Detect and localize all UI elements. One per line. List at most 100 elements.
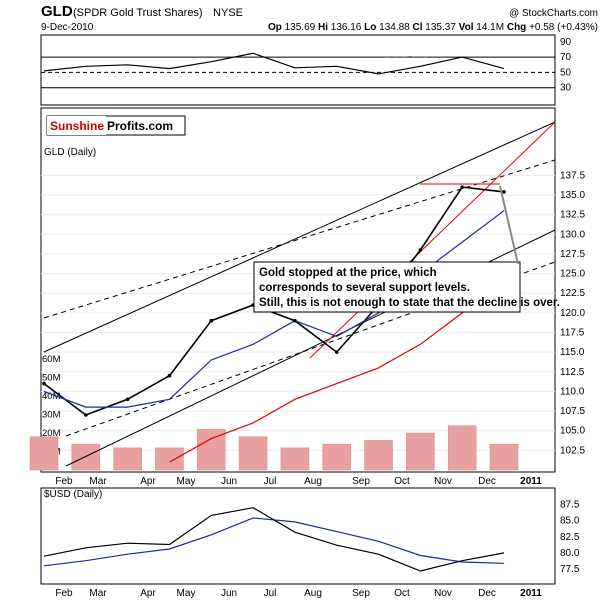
volume-bar-3: [155, 447, 184, 471]
price-point-9: [418, 248, 423, 252]
price-tick-107.5: 107.5: [560, 406, 585, 417]
price-tick-137.5: 137.5: [560, 170, 585, 181]
quote-label-lo: Lo: [361, 22, 379, 33]
gld-x-label-4: Jun: [221, 476, 237, 487]
copyright: @ StockCharts.com: [509, 8, 598, 19]
usd-x-label-3: May: [177, 588, 196, 599]
price-tick-110.0: 110.0: [560, 386, 585, 397]
usd-frame: [40, 487, 556, 585]
logo-text-1: Sunshine: [50, 119, 104, 133]
annotation-text: Gold stopped at the price, which correspo…: [259, 267, 560, 309]
sunshine-profits-logo: Sunshine Profits.com: [46, 115, 186, 136]
gld-x-label-11: 2011: [520, 476, 542, 487]
volume-bar-7: [322, 443, 351, 471]
usd-panel: $USD (Daily) 87.5 85.0 82.5 80.0 77.5 Feb Mar A…: [40, 487, 580, 599]
quote-value-hi: 136.16: [331, 22, 362, 33]
logo-left: [47, 116, 106, 135]
quote-value-lo: 134.88: [379, 22, 410, 33]
price-point-3: [167, 373, 172, 378]
price-tick-112.5: 112.5: [560, 367, 585, 378]
gld-panel-title: GLD (Daily): [44, 147, 96, 158]
quote-value-cl: 135.37: [425, 22, 456, 33]
volume-bar-0: [29, 436, 59, 471]
gld-x-label-6: Aug: [304, 476, 322, 487]
gld-x-label-3: May: [177, 476, 196, 487]
rsi-overbought-fill: [383, 56, 428, 58]
usd-tick-80.0: 80.0: [560, 548, 580, 559]
rsi-panel: 90 70 50 30: [40, 34, 572, 106]
gld-x-label-8: Oct: [394, 476, 410, 487]
chart-date: 9-Dec-2010: [41, 22, 94, 33]
rsi-tick-50: 50: [560, 67, 572, 78]
usd-x-label-6: Aug: [304, 588, 322, 599]
usd-tick-82.5: 82.5: [560, 532, 580, 543]
price-point-6: [293, 318, 297, 323]
volume-tick-20M: 20M: [42, 428, 61, 439]
volume-bar-2: [113, 447, 142, 471]
series-price: [43, 186, 505, 416]
quote-label-chg: Chg: [504, 22, 529, 33]
rsi-frame: [40, 34, 556, 106]
price-point-7: [334, 350, 339, 354]
gld-x-label-9: Nov: [434, 476, 452, 487]
volume-bar-11: [489, 443, 519, 471]
annotation-callout: Gold stopped at the price, which correspo…: [253, 261, 560, 313]
usd-x-label-5: Jul: [264, 588, 277, 599]
price-tick-135.0: 135.0: [560, 190, 585, 201]
symbol: GLD: [41, 3, 73, 20]
volume-bar-8: [364, 440, 393, 471]
price-tick-130.0: 130.0: [560, 229, 585, 240]
usd-x-label-0: Feb: [55, 588, 73, 599]
usd-x-label-2: Apr: [140, 588, 156, 599]
usd-line: [43, 507, 505, 572]
quote-value-op: 135.69: [285, 22, 316, 33]
rsi-tick-70: 70: [560, 52, 572, 63]
series-ma200: [169, 265, 505, 463]
volume-bar-10: [447, 425, 477, 471]
gld-x-label-7: Sep: [352, 476, 370, 487]
volume-tick-50M: 50M: [42, 373, 61, 384]
usd-panel-title: $USD (Daily): [44, 489, 102, 500]
usd-tick-77.5: 77.5: [560, 564, 580, 575]
price-tick-102.5: 102.5: [560, 445, 585, 456]
gld-x-label-0: Feb: [55, 476, 73, 487]
channel-upper-line: [43, 121, 556, 353]
gld-x-label-10: Dec: [478, 476, 496, 487]
volume-bar-4: [197, 429, 226, 471]
quote-value-vol: 14.1M: [476, 22, 504, 33]
channel-mid-dashed: [43, 159, 556, 319]
rsi-tick-30: 30: [560, 83, 572, 94]
quote-line: Op 135.69 Hi 136.16 Lo 134.88 Cl 135.37 …: [268, 22, 598, 33]
usd-x-label-11: 2011: [520, 588, 542, 599]
quote-label-hi: Hi: [315, 22, 331, 33]
price-tick-120.0: 120.0: [560, 308, 585, 319]
price-tick-127.5: 127.5: [560, 249, 585, 260]
usd-x-label-9: Nov: [434, 588, 452, 599]
price-point-4: [209, 318, 214, 323]
price-point-0: [42, 381, 46, 386]
usd-x-label-1: Mar: [89, 588, 107, 599]
quote-value-chg: +0.58 (+0.43%): [529, 22, 598, 33]
gld-x-label-1: Mar: [89, 476, 107, 487]
gld-x-label-5: Jul: [264, 476, 277, 487]
annotation-box: [253, 261, 521, 313]
usd-x-label-10: Dec: [478, 588, 496, 599]
quote-label-op: Op: [268, 22, 285, 33]
volume-bar-9: [406, 432, 435, 471]
price-tick-122.5: 122.5: [560, 288, 585, 299]
annotation-line-0: Gold stopped at the price, which: [259, 267, 437, 279]
usd-tick-87.5: 87.5: [560, 499, 580, 510]
annotation-line-2: Still, this is not enough to state that …: [259, 297, 560, 309]
price-tick-117.5: 117.5: [560, 328, 585, 339]
price-tick-132.5: 132.5: [560, 210, 585, 221]
exchange: NYSE: [213, 7, 243, 19]
gld-x-label-2: Apr: [140, 476, 156, 487]
logo-text-2: Profits.com: [107, 119, 173, 133]
price-tick-105.0: 105.0: [560, 426, 585, 437]
annotation-arrow: [499, 185, 519, 265]
usd-x-label-7: Sep: [352, 588, 370, 599]
price-tick-125.0: 125.0: [560, 269, 585, 280]
rsi-tick-90: 90: [560, 37, 572, 48]
support-trendline: [309, 121, 556, 359]
